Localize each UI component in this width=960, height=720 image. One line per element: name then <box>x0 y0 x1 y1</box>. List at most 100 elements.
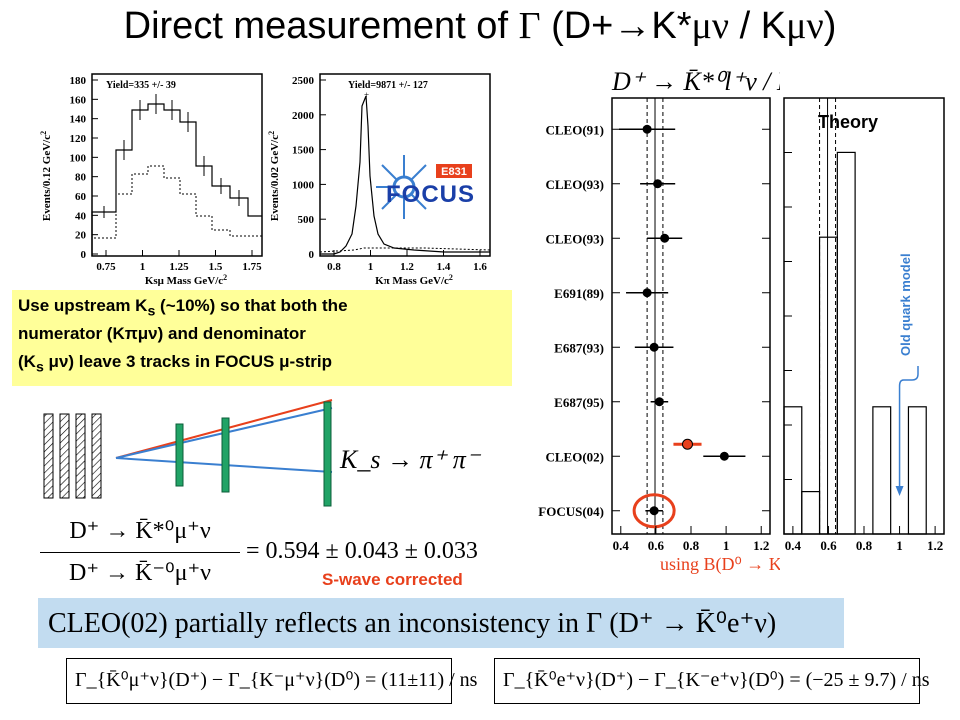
y-tick-label: 1500 <box>292 145 315 157</box>
category-label: CLEO(93) <box>546 177 605 192</box>
arrow-line <box>898 366 919 488</box>
focus-highlight-circle <box>632 493 676 529</box>
x-tick-label: 1.4 <box>437 261 451 273</box>
x-tick-label: 1.6 <box>473 261 487 273</box>
y-tick-label: 500 <box>298 214 315 226</box>
y-axis-label: Events/0.02 GeV/c2 <box>267 131 281 221</box>
note-box: Use upstream Ks (~10%) so that both the … <box>12 290 512 386</box>
y-tick-label: 40 <box>75 210 87 222</box>
x-tick-label: 1.2 <box>400 261 414 273</box>
x-tick-label: 1.75 <box>242 261 262 273</box>
y-tick-label: 160 <box>70 94 87 106</box>
old-quark-model-label: Old quark model <box>898 253 913 356</box>
y-tick-label: 1000 <box>292 179 315 191</box>
average-band <box>646 98 664 534</box>
x-tick-label: 1.25 <box>169 261 189 273</box>
category-label: CLEO(91) <box>546 122 605 137</box>
ks-mu-mass-histogram: Yield=335 +/- 39 180 160 140 120 100 80 60 40 20… <box>39 73 263 286</box>
x-tick-label: 1.2 <box>753 538 769 553</box>
histogram-bar <box>783 406 803 535</box>
swave-label: S-wave corrected <box>322 570 463 589</box>
x-tick-label: 1 <box>896 538 903 553</box>
svg-text:E831: E831 <box>441 166 467 178</box>
y-axis-ticks: 180 160 140 120 100 80 60 40 20 0 <box>70 75 98 261</box>
detector-schematic: K_s → π⁺ π⁻ <box>43 399 482 507</box>
x-tick-label: 1.2 <box>927 538 943 553</box>
x-tick-label: 0.8 <box>856 538 873 553</box>
x-axis-ticks: 0.75 1 1.25 1.5 1.75 <box>96 250 262 273</box>
average-band <box>819 98 837 534</box>
background-histogram <box>319 247 491 253</box>
y-tick-label: 20 <box>75 230 87 242</box>
background-histogram <box>91 165 262 256</box>
measurement-chart: D⁺ → K̄*⁰l⁺ν / K̄⁰l⁺ν CLEO(91)CLEO(93)CL… <box>538 67 780 575</box>
category-label: CLEO(02) <box>546 449 605 464</box>
formula-e: Γ_{K̄⁰e⁺ν}(D⁺) − Γ_{K⁻e⁺ν}(D⁰) = (−25 ± … <box>494 658 930 704</box>
data-point <box>653 179 663 189</box>
y-axis-label: Events/0.12 GeV/c2 <box>39 131 53 221</box>
x-tick-label: 0.6 <box>648 538 665 553</box>
swave-point <box>681 438 693 450</box>
x-axis-ticks: 0.4 0.6 0.8 1 1.2 <box>785 526 943 553</box>
ks-decay-label: K_s → π⁺ π⁻ <box>339 445 482 474</box>
plot-frame <box>783 97 945 535</box>
data-point <box>654 397 664 407</box>
category-label: E687(93) <box>554 340 604 355</box>
y-tick-label: 60 <box>75 191 87 203</box>
histogram-bar <box>907 406 927 535</box>
y-tick-label: 180 <box>70 75 87 87</box>
data-point <box>649 506 659 516</box>
k-pi-mass-histogram: Yield=9871 +/- 127 + 2500 2000 1500 1000 500… <box>267 73 491 286</box>
cleo-banner: CLEO(02) partially reflects an inconsist… <box>38 598 844 648</box>
y-tick-label: 80 <box>75 172 87 184</box>
category-labels: CLEO(91) CLEO(93) CLEO(93) E691(89) E687(93)… <box>538 122 770 519</box>
x-axis-ticks: 0.4 0.6 0.8 1 1.2 <box>613 526 769 553</box>
data-points <box>619 124 746 529</box>
category-label: FOCUS(04) <box>538 504 604 519</box>
histogram-bar <box>818 236 838 535</box>
plot-frame <box>611 97 771 535</box>
chart-title: D⁺ → K̄*⁰l⁺ν / K̄⁰l⁺ν <box>611 67 780 96</box>
old-quark-model-arrow <box>895 366 919 496</box>
arrow-head <box>895 486 904 496</box>
focus-logo: E831 FOCUS <box>376 155 475 219</box>
x-tick-label: 0.6 <box>820 538 837 553</box>
category-label: CLEO(93) <box>546 231 605 246</box>
silicon-planes <box>43 413 102 499</box>
svg-text:FOCUS: FOCUS <box>386 181 475 208</box>
theory-histogram: Theory 0.4 0.6 0.8 1 1.2 Old quark model <box>783 97 945 553</box>
x-tick-label: 1 <box>723 538 730 553</box>
x-tick-label: 0.8 <box>683 538 700 553</box>
data-histogram <box>91 103 262 256</box>
data-point <box>649 342 659 352</box>
x-tick-label: 1.5 <box>209 261 223 273</box>
y-tick-label: 120 <box>70 133 87 145</box>
y-tick-label: 140 <box>70 114 87 126</box>
ratio-formula: D⁺ → K̄*⁰μ⁺ν D⁺ → K̄⁻⁰μ⁺ν = 0.594 ± 0.04… <box>40 512 520 592</box>
y-axis-ticks: 2500 2000 1500 1000 500 0 <box>292 75 326 261</box>
data-point <box>642 124 652 134</box>
chamber-1 <box>175 423 184 487</box>
y-tick-label: 0 <box>81 249 87 261</box>
x-axis-label: Ksμ Mass GeV/c2 <box>145 273 227 286</box>
chamber-2 <box>221 417 230 493</box>
x-tick-label: 1 <box>368 261 374 273</box>
theory-title: Theory <box>818 112 878 132</box>
y-tick-label: 2500 <box>292 75 315 87</box>
histogram-bar <box>801 491 821 535</box>
x-tick-label: 1 <box>140 261 146 273</box>
formula-mu: Γ_{K̄⁰μ⁺ν}(D⁺) − Γ_{K⁻μ⁺ν}(D⁰) = (11±11)… <box>66 658 477 704</box>
x-tick-label: 0.4 <box>613 538 630 553</box>
x-tick-label: 0.75 <box>96 261 116 273</box>
histogram-bar <box>872 406 892 535</box>
category-label: E691(89) <box>554 286 604 301</box>
x-axis-ticks: 0.8 1 1.2 1.4 1.6 <box>327 250 487 273</box>
histogram-bar <box>836 151 856 535</box>
data-point <box>660 233 670 243</box>
x-axis-label: Kπ Mass GeV/c2 <box>375 273 453 286</box>
y-tick-label: 0 <box>309 249 315 261</box>
x-tick-label: 0.8 <box>327 261 341 273</box>
plus-marker: + <box>364 90 369 100</box>
page-title: Direct measurement of Γ (D+→K*μν / Kμν) <box>123 5 837 47</box>
category-label: E687(95) <box>554 395 604 410</box>
